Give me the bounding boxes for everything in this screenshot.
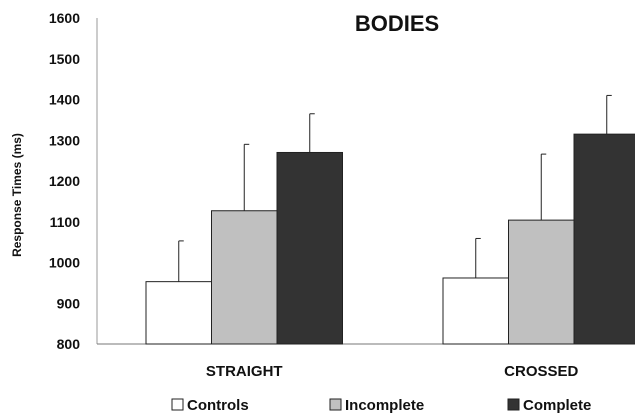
chart-title: BODIES [355, 11, 439, 36]
y-tick-labels: 800 900 1000 1100 1200 1300 1400 1500 1600 [49, 10, 80, 352]
category-label: CROSSED [504, 363, 578, 380]
y-tick-label: 800 [57, 336, 81, 352]
category-label: STRAIGHT [206, 363, 283, 380]
y-tick-label: 1600 [49, 10, 80, 26]
bar-incomplete-crossed [508, 219, 575, 345]
legend-label-controls: Controls [187, 397, 249, 414]
y-tick-label: 1400 [49, 92, 80, 108]
legend-label-complete: Complete [523, 397, 591, 414]
y-tick-label: 1000 [49, 255, 80, 271]
legend-swatch-controls [171, 398, 184, 411]
bar-controls-straight [145, 281, 212, 345]
legend-swatch-incomplete [329, 398, 342, 411]
y-tick-label: 1100 [50, 214, 81, 230]
bar-incomplete-straight [211, 210, 278, 345]
category-labels: STRAIGHT CROSSED [206, 363, 579, 380]
bar-complete-straight [276, 151, 343, 345]
y-tick-label: 900 [57, 295, 81, 311]
bar-complete-crossed [573, 133, 635, 345]
legend-swatch-complete [507, 398, 520, 411]
bar-controls-crossed [442, 277, 509, 345]
y-tick-label: 1200 [49, 173, 80, 189]
bar-group [145, 94, 635, 345]
y-axis-label: Response Times (ms) [10, 133, 24, 257]
y-tick-label: 1500 [49, 51, 80, 67]
legend-label-incomplete: Incomplete [345, 397, 424, 414]
legend: Controls Incomplete Complete [171, 397, 591, 414]
y-tick-label: 1300 [49, 132, 80, 148]
